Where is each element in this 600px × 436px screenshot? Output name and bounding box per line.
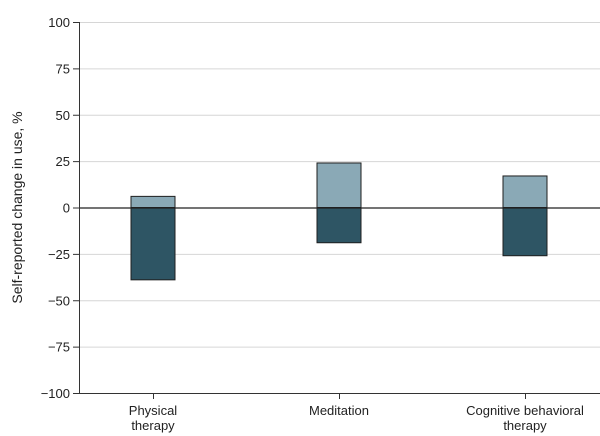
y-tick-label: 100 bbox=[48, 15, 70, 30]
y-tick-label: −25 bbox=[48, 247, 70, 262]
y-tick-label: 50 bbox=[56, 108, 70, 123]
y-tick-label: −100 bbox=[41, 386, 70, 401]
y-tick-label: 75 bbox=[56, 61, 70, 76]
bar-positive bbox=[131, 196, 175, 207]
y-tick-label: −75 bbox=[48, 340, 70, 355]
bars bbox=[131, 163, 547, 280]
bar-positive bbox=[317, 163, 361, 208]
x-category-label: Physical therapy bbox=[129, 403, 178, 433]
y-tick-label: −50 bbox=[48, 293, 70, 308]
y-axis-title: Self-reported change in use, % bbox=[9, 111, 25, 303]
x-category-label: Cognitive behavioral therapy bbox=[466, 403, 584, 433]
bar-positive bbox=[503, 176, 547, 208]
bar-negative bbox=[503, 208, 547, 256]
bar-negative bbox=[317, 208, 361, 243]
x-category-label: Meditation bbox=[309, 403, 369, 418]
y-tick-label: 25 bbox=[56, 154, 70, 169]
y-tick-label: 0 bbox=[63, 201, 70, 216]
bar-negative bbox=[131, 208, 175, 280]
